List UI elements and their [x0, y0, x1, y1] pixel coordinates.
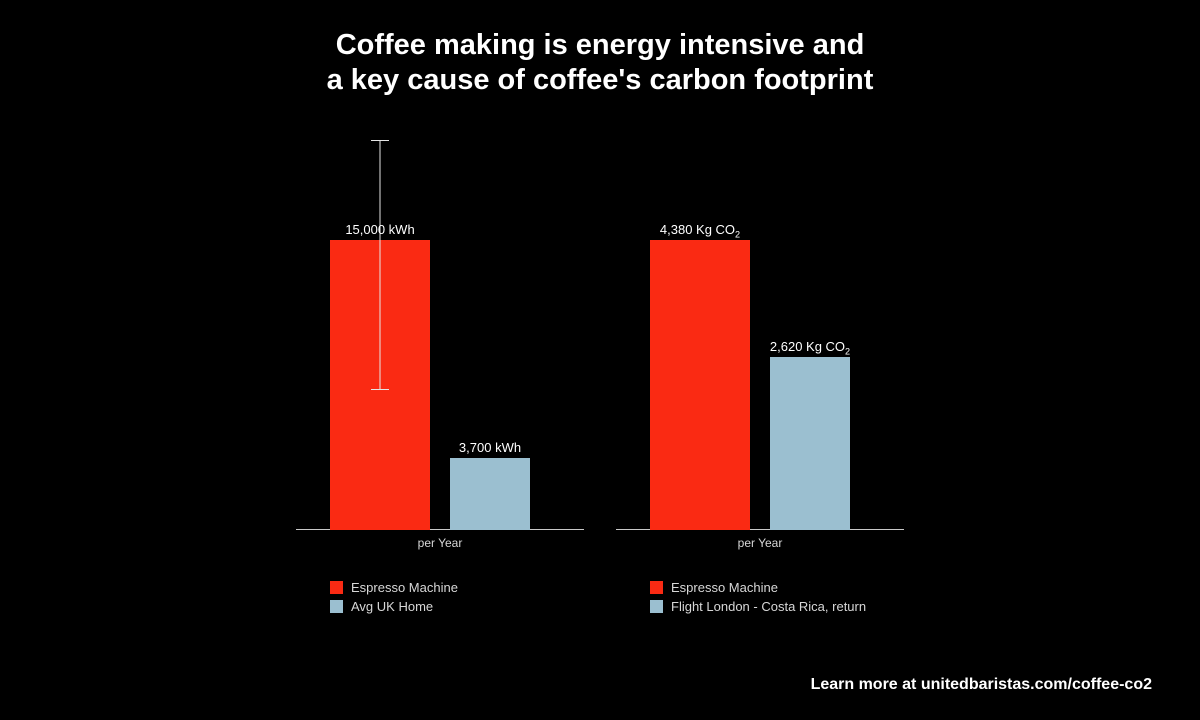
legend-swatch: [330, 581, 343, 594]
legend-label: Espresso Machine: [351, 580, 458, 595]
legend-item: Espresso Machine: [330, 580, 458, 595]
legend-swatch: [650, 600, 663, 613]
bar-label: 15,000 kWh: [345, 222, 414, 237]
legend-label: Flight London - Costa Rica, return: [671, 599, 866, 614]
bar-label: 4,380 Kg CO2: [660, 222, 740, 240]
legend-item: Flight London - Costa Rica, return: [650, 599, 866, 614]
bar-label: 2,620 Kg CO2: [770, 339, 850, 357]
bar-flight-carbon: 2,620 Kg CO2: [770, 357, 850, 530]
bar-espresso-energy: 15,000 kWh: [330, 240, 430, 530]
bar-label: 3,700 kWh: [459, 440, 521, 455]
error-cap-bottom: [371, 389, 389, 390]
legend-label: Avg UK Home: [351, 599, 433, 614]
title-line-2: a key cause of coffee's carbon footprint: [0, 63, 1200, 98]
page-title: Coffee making is energy intensive and a …: [0, 28, 1200, 98]
x-axis-label: per Year: [310, 536, 570, 550]
title-line-1: Coffee making is energy intensive and: [0, 28, 1200, 63]
legend-item: Avg UK Home: [330, 599, 458, 614]
footer-text: Learn more at unitedbaristas.com/coffee-…: [811, 676, 1152, 694]
bar-espresso-carbon: 4,380 Kg CO2: [650, 240, 750, 530]
legend-swatch: [330, 600, 343, 613]
legend-label: Espresso Machine: [671, 580, 778, 595]
bar-ukhome-energy: 3,700 kWh: [450, 458, 530, 530]
energy-chart-legend: Espresso Machine Avg UK Home: [330, 580, 458, 618]
legend-swatch: [650, 581, 663, 594]
charts-row: 15,000 kWh 3,700 kWh per Year Espresso M…: [0, 150, 1200, 530]
legend-item: Espresso Machine: [650, 580, 866, 595]
energy-chart-plot: 15,000 kWh 3,700 kWh: [310, 150, 570, 530]
carbon-chart: 4,380 Kg CO2 2,620 Kg CO2 per Year Espre…: [630, 150, 890, 530]
error-bar-line: [380, 140, 381, 390]
carbon-chart-plot: 4,380 Kg CO2 2,620 Kg CO2: [630, 150, 890, 530]
energy-chart: 15,000 kWh 3,700 kWh per Year Espresso M…: [310, 150, 570, 530]
infographic-canvas: Coffee making is energy intensive and a …: [0, 0, 1200, 720]
carbon-chart-legend: Espresso Machine Flight London - Costa R…: [650, 580, 866, 618]
x-axis-label: per Year: [630, 536, 890, 550]
